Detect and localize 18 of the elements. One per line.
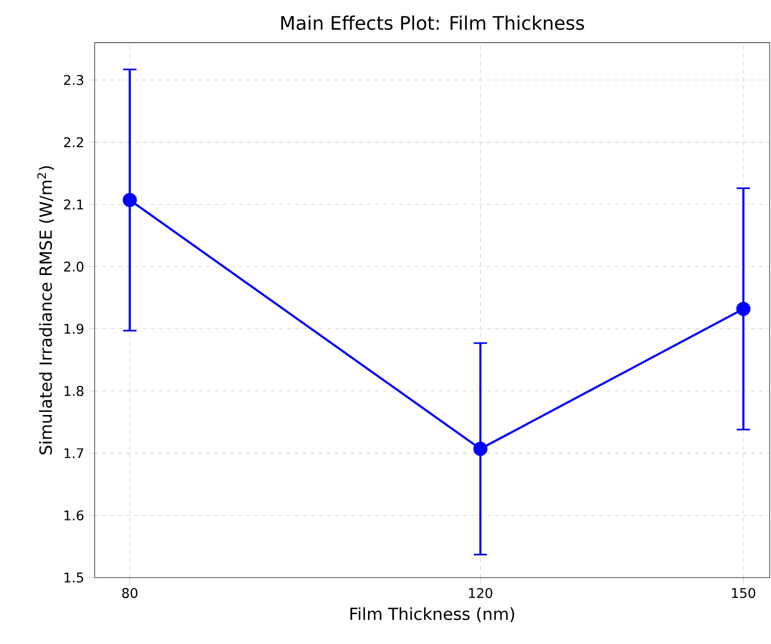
y-tick-label: 2.1 xyxy=(64,199,84,210)
x-axis-title: Film Thickness (nm) xyxy=(350,607,514,622)
chart-title: Main Effects Plot: Film Thickness xyxy=(281,15,584,30)
point xyxy=(473,442,488,456)
y-tick-label: 1.9 xyxy=(64,324,84,334)
y-tick-label: 1.6 xyxy=(64,510,84,520)
x-tick-label: 150 xyxy=(732,588,756,598)
y-tick-label: 2.2 xyxy=(64,137,83,148)
y-axis-title: Simulated Irradiance RMSE (W/m$^{2}$) xyxy=(37,166,54,454)
y-tick-label: 1.8 xyxy=(64,386,84,396)
point xyxy=(736,302,750,316)
x-tick-label: 120 xyxy=(469,588,492,598)
x-tick-label: 80 xyxy=(122,588,138,598)
y-tick-label: 1.7 xyxy=(64,448,84,458)
y-tick-label: 2.3 xyxy=(64,74,84,85)
y-tick-label: 1.5 xyxy=(64,572,84,582)
point xyxy=(122,192,137,207)
y-tick-label: 2.0 xyxy=(64,261,84,272)
